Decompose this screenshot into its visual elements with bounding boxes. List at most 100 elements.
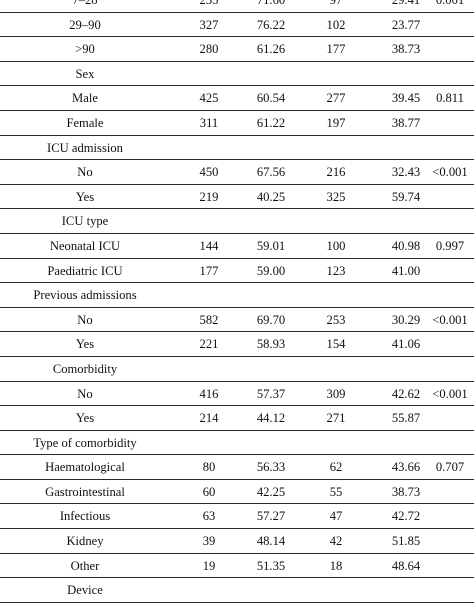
row-label: Yes: [75, 189, 95, 204]
section-header-row: Comorbidity: [0, 357, 474, 382]
row-label: Female: [66, 115, 104, 130]
percent-cell-2: 41.06: [391, 337, 421, 352]
count-cell-2: 177: [326, 42, 346, 57]
table-row: Female 311 61.22 197 38.77: [0, 111, 474, 136]
table-row: Gastrointestinal 60 42.25 55 38.73: [0, 480, 474, 505]
percent-cell-2: 51.85: [391, 534, 421, 549]
p-value-cell: 0.811: [436, 91, 464, 106]
p-value-cell: <0.001: [432, 165, 468, 180]
section-label: Device: [67, 583, 103, 598]
section-header-row: Device: [0, 578, 474, 603]
table-row: 29–90 327 76.22 102 23.77: [0, 13, 474, 38]
percent-cell-1: 60.54: [256, 91, 286, 106]
count-cell-1: 39: [202, 534, 216, 549]
section-label: Type of comorbidity: [33, 435, 137, 450]
percent-cell-1: 59.01: [256, 238, 286, 253]
count-cell-1: 327: [199, 17, 219, 32]
table-row: No 416 57.37 309 42.62 <0.001: [0, 382, 474, 407]
section-label: ICU admission: [47, 140, 123, 155]
row-label: Yes: [75, 411, 95, 426]
count-cell-2: 42: [329, 534, 343, 549]
percent-cell-1: 69.70: [256, 312, 286, 327]
row-label: Neonatal ICU: [49, 238, 121, 253]
percent-cell-1: 57.27: [256, 509, 286, 524]
row-label: Infectious: [59, 509, 111, 524]
percent-cell-2: 39.45: [391, 91, 421, 106]
table-row: Kidney 39 48.14 42 51.85: [0, 529, 474, 554]
table-row: Yes 219 40.25 325 59.74: [0, 185, 474, 210]
row-label: 29–90: [69, 17, 101, 32]
percent-cell-2: 42.62: [391, 386, 421, 401]
percent-cell-2: 43.66: [391, 460, 421, 475]
percent-cell-2: 42.72: [391, 509, 421, 524]
count-cell-1: 60: [202, 484, 216, 499]
percent-cell-2: 55.87: [391, 411, 421, 426]
count-cell-2: 123: [326, 263, 346, 278]
p-value-cell: 0.001: [435, 0, 465, 7]
count-cell-1: 63: [202, 509, 216, 524]
table-row: No 450 67.56 216 32.43 <0.001: [0, 160, 474, 185]
percent-cell-1: 67.56: [256, 165, 286, 180]
count-cell-1: 177: [199, 263, 219, 278]
percent-cell-1: 57.37: [256, 386, 286, 401]
table-row: Yes 221 58.93 154 41.06: [0, 332, 474, 357]
count-cell-1: 233: [199, 0, 219, 7]
count-cell-1: 416: [199, 386, 219, 401]
percent-cell-1: 42.25: [256, 484, 286, 499]
p-value-cell: 0.997: [435, 238, 465, 253]
table-row: No 582 69.70 253 30.29 <0.001: [0, 308, 474, 333]
percent-cell-1: 71.60: [256, 0, 286, 7]
percent-cell-1: 61.22: [256, 115, 286, 130]
count-cell-2: 325: [326, 189, 346, 204]
section-header-row: ICU type: [0, 209, 474, 234]
table-row: Other 19 51.35 18 48.64: [0, 554, 474, 579]
count-cell-2: 102: [326, 17, 346, 32]
table-row: Paediatric ICU 177 59.00 123 41.00: [0, 259, 474, 284]
table-row: Yes 214 44.12 271 55.87: [0, 406, 474, 431]
count-cell-2: 154: [326, 337, 346, 352]
section-header-row: ICU admission: [0, 136, 474, 161]
percent-cell-2: 48.64: [391, 558, 421, 573]
row-label: >90: [75, 42, 95, 57]
count-cell-2: 62: [329, 460, 343, 475]
percent-cell-1: 48.14: [256, 534, 286, 549]
count-cell-2: 100: [326, 238, 346, 253]
section-label: Comorbidity: [52, 361, 118, 376]
count-cell-2: 18: [329, 558, 343, 573]
percent-cell-1: 40.25: [256, 189, 286, 204]
row-label: No: [77, 165, 93, 180]
percent-cell-2: 59.74: [391, 189, 421, 204]
count-cell-2: 97: [329, 0, 343, 7]
percent-cell-1: 44.12: [256, 411, 286, 426]
count-cell-2: 277: [326, 91, 346, 106]
table-row: Infectious 63 57.27 47 42.72: [0, 504, 474, 530]
section-label: Previous admissions: [33, 288, 137, 303]
section-label: Sex: [75, 66, 95, 81]
section-header-row: Sex: [0, 62, 474, 87]
count-cell-1: 219: [199, 189, 219, 204]
percent-cell-2: 29.41: [391, 0, 421, 7]
row-label: Male: [72, 91, 98, 106]
row-label: Gastrointestinal: [45, 484, 125, 499]
section-label: ICU type: [61, 214, 109, 229]
row-label: Paediatric ICU: [47, 263, 123, 278]
count-cell-2: 253: [326, 312, 346, 327]
count-cell-2: 55: [329, 484, 343, 499]
p-value-cell: 0.707: [435, 460, 465, 475]
row-label: No: [77, 386, 93, 401]
percent-cell-1: 61.26: [256, 42, 286, 57]
table-row: >90 280 61.26 177 38.73: [0, 37, 474, 62]
percent-cell-1: 58.93: [256, 337, 286, 352]
count-cell-1: 144: [199, 238, 219, 253]
count-cell-1: 80: [202, 460, 216, 475]
count-cell-2: 309: [326, 386, 346, 401]
p-value-cell: <0.001: [432, 386, 468, 401]
count-cell-1: 425: [199, 91, 219, 106]
count-cell-1: 19: [202, 558, 216, 573]
section-header-row: Type of comorbidity: [0, 431, 474, 456]
count-cell-2: 271: [326, 411, 346, 426]
count-cell-2: 216: [326, 165, 346, 180]
count-cell-2: 47: [329, 509, 343, 524]
percent-cell-1: 59.00: [256, 263, 286, 278]
